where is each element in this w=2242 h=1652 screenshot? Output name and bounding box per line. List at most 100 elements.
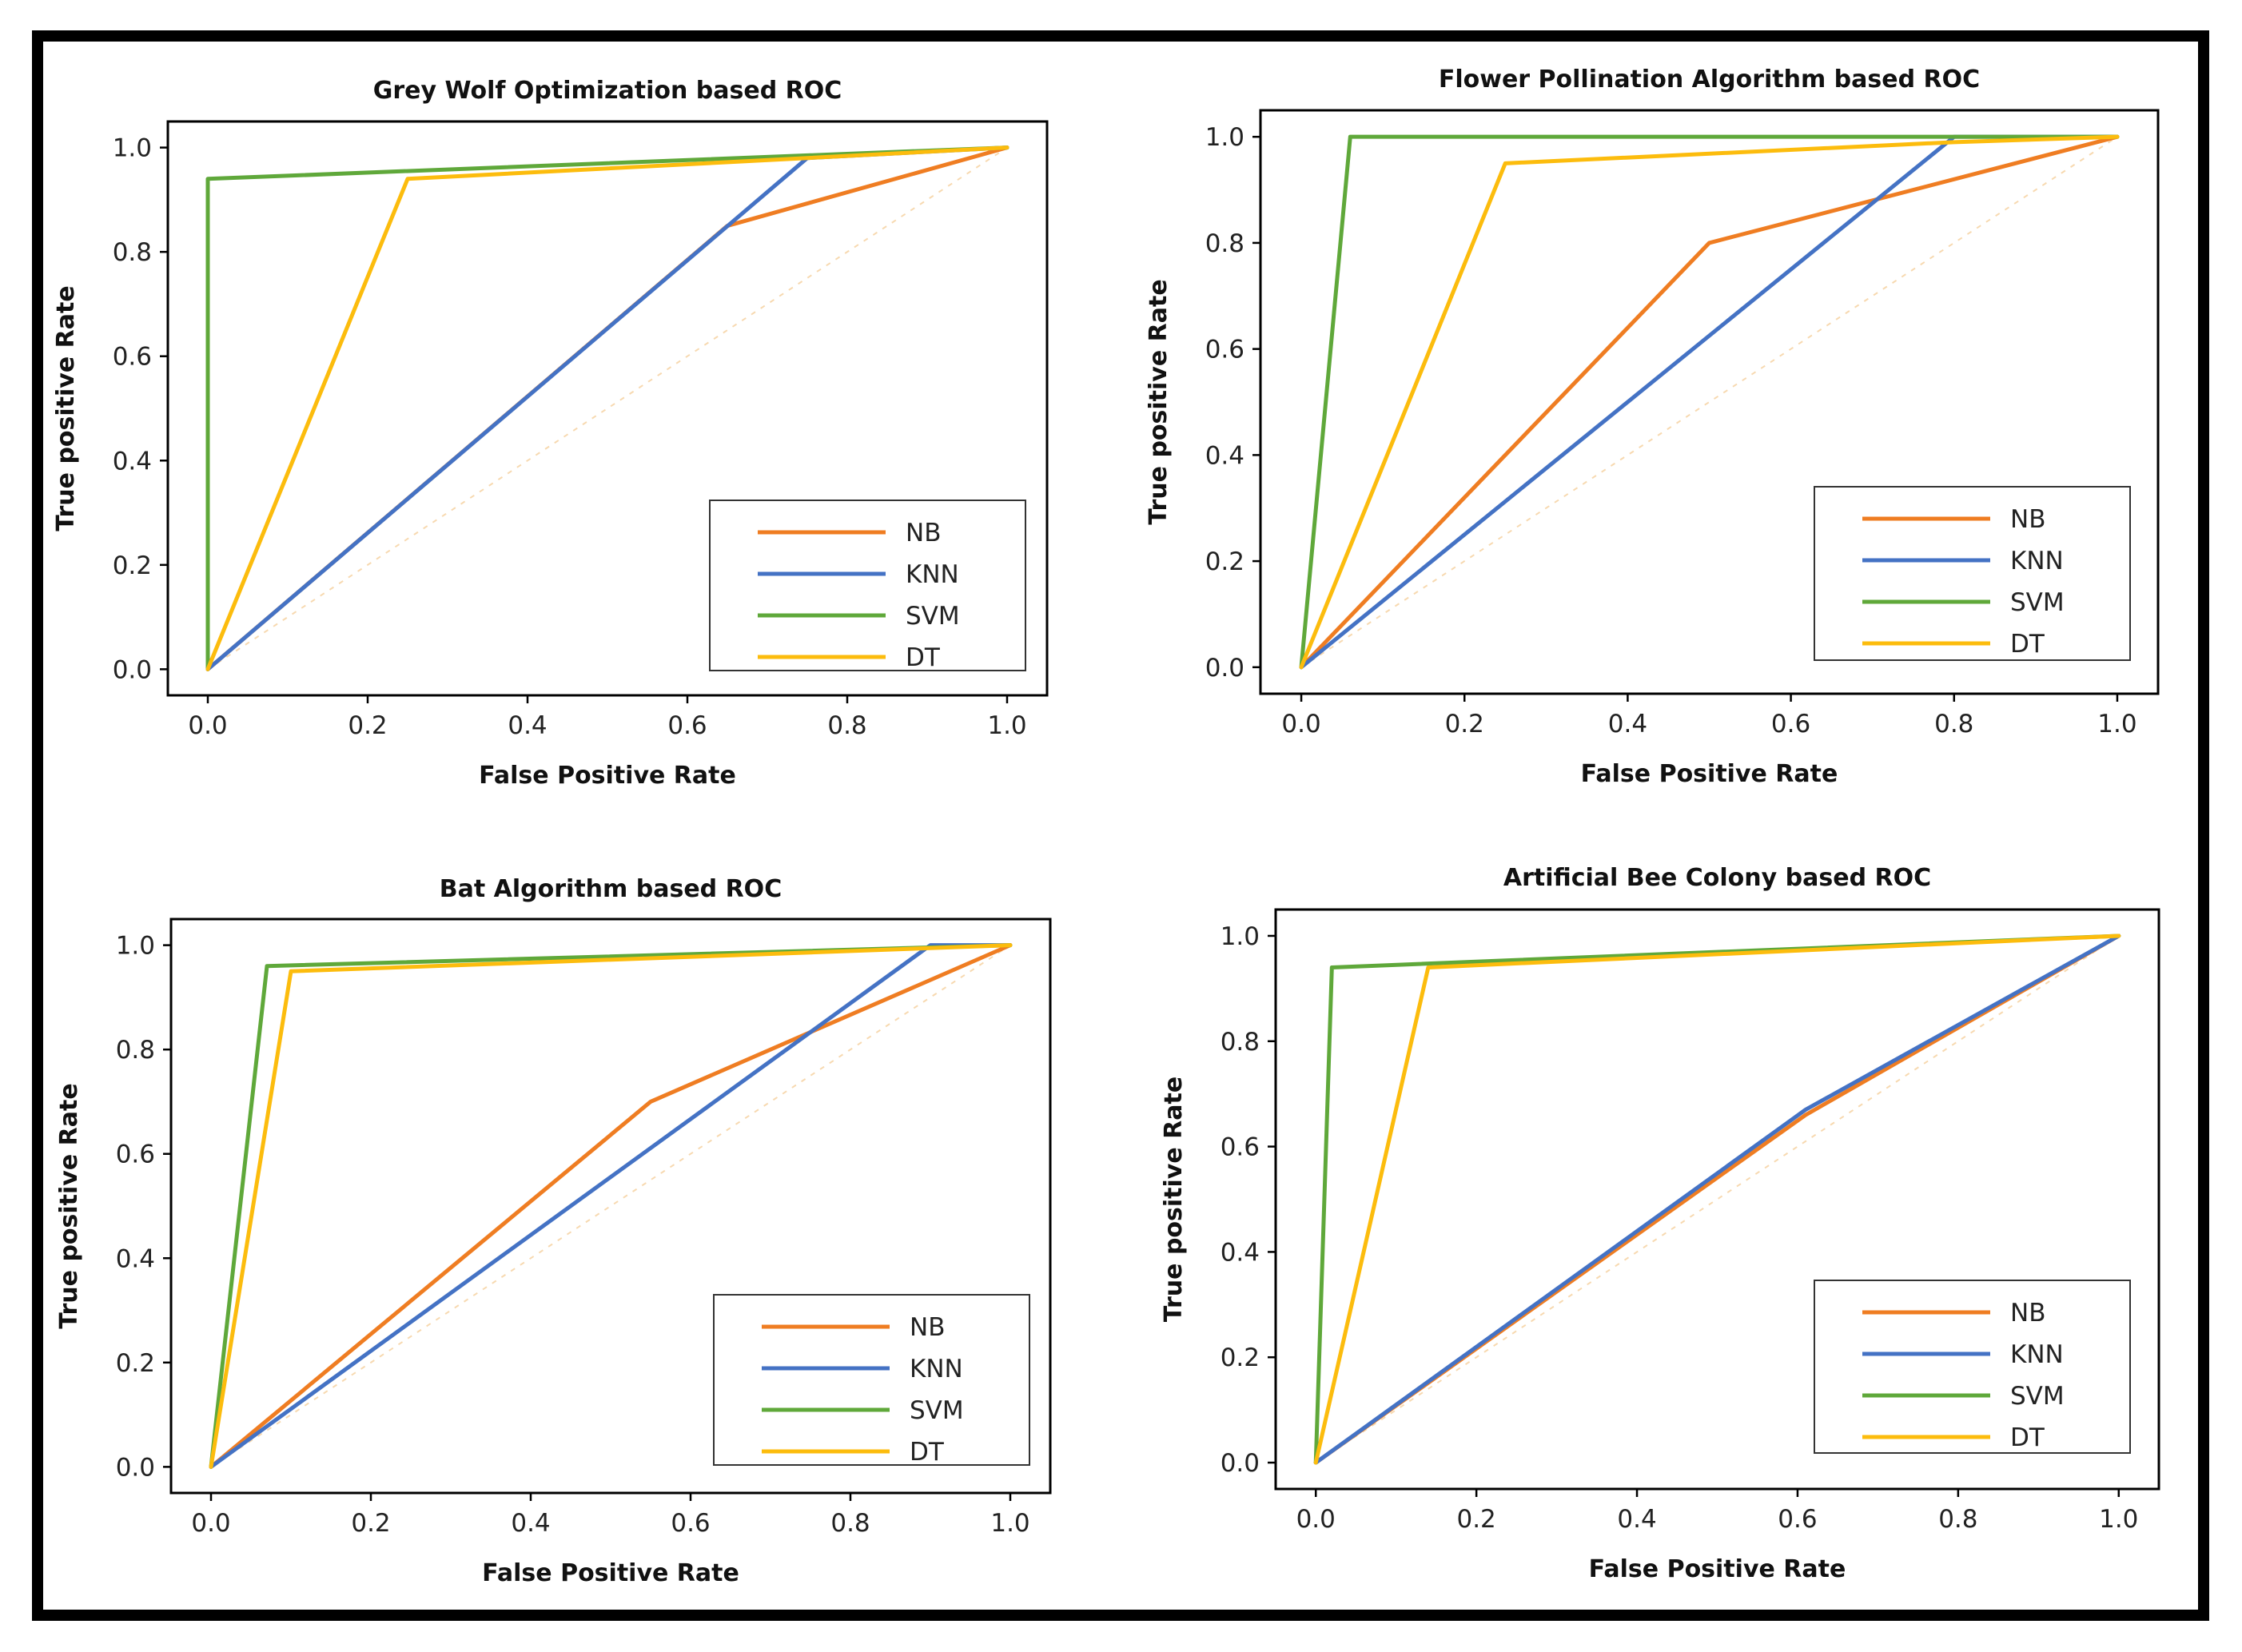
y-tick-label: 1.0 xyxy=(1205,123,1244,152)
roc-panel-2: Flower Pollination Algorithm based ROC 0.… xyxy=(1145,66,2160,788)
series-line-dt xyxy=(1299,134,2120,670)
x-tick-label: 0.6 xyxy=(1771,710,1810,738)
y-tick-label: 0.8 xyxy=(116,1036,155,1065)
x-tick-label: 1.0 xyxy=(2099,1505,2138,1534)
x-tick-label: 0.4 xyxy=(1617,1505,1656,1534)
legend-label-dt: DT xyxy=(2010,1423,2045,1452)
series-line-nb xyxy=(1299,134,2120,670)
y-axis-label: True positive Rate xyxy=(1160,1077,1188,1322)
y-tick-label: 0.2 xyxy=(116,1349,155,1378)
x-tick-label: 0.6 xyxy=(1778,1505,1817,1534)
y-tick-label: 0.6 xyxy=(1205,336,1244,364)
x-tick-label: 0.0 xyxy=(1296,1505,1336,1534)
plot-area xyxy=(1274,908,2160,1491)
x-axis-label: False Positive Rate xyxy=(1581,760,1838,788)
legend-label-nb: NB xyxy=(910,1313,945,1342)
roc-panel-1: Grey Wolf Optimization based ROC 0.0 0.2 0.… xyxy=(52,77,1049,790)
x-tick-label: 1.0 xyxy=(990,1509,1029,1538)
plot-area xyxy=(1259,109,2160,695)
x-axis-label: False Positive Rate xyxy=(1589,1555,1846,1583)
legend: NB KNN SVM DT xyxy=(709,500,1026,672)
x-tick-label: 0.8 xyxy=(1934,710,1973,738)
series-line-nb xyxy=(209,943,1013,1469)
series-line-knn xyxy=(1313,933,2121,1465)
x-tick-label: 0.2 xyxy=(351,1509,390,1538)
x-tick-label: 0.4 xyxy=(508,711,547,740)
series-line-svm xyxy=(209,943,1013,1469)
series-line-svm xyxy=(205,145,1009,671)
chart-title: Bat Algorithm based ROC xyxy=(440,875,782,903)
legend-label-knn: KNN xyxy=(2010,547,2064,575)
legend-box xyxy=(1814,1280,2131,1454)
series-line-dt xyxy=(205,145,1009,671)
series-line-dt xyxy=(1313,933,2121,1465)
y-tick-label: 0.8 xyxy=(1221,1028,1260,1057)
x-tick-label: 0.0 xyxy=(1281,710,1320,738)
diagonal-reference-line xyxy=(210,944,1011,1468)
legend-label-nb: NB xyxy=(906,519,941,547)
y-tick-label: 0.2 xyxy=(1205,547,1244,576)
y-tick-label: 0.2 xyxy=(113,551,152,580)
x-tick-label: 0.8 xyxy=(830,1509,870,1538)
y-tick-label: 0.6 xyxy=(116,1140,155,1169)
x-tick-label: 0.6 xyxy=(667,711,707,740)
legend-label-nb: NB xyxy=(2010,1299,2045,1328)
x-tick-label: 1.0 xyxy=(987,711,1026,740)
y-tick-label: 0.8 xyxy=(1205,229,1244,258)
x-tick-label: 0.4 xyxy=(1608,710,1647,738)
diagonal-reference-line xyxy=(207,146,1008,671)
y-axis-label: True positive Rate xyxy=(1145,279,1173,524)
y-tick-label: 0.4 xyxy=(113,447,152,476)
y-tick-label: 0.6 xyxy=(113,343,152,372)
chart-title: Flower Pollination Algorithm based ROC xyxy=(1439,66,1980,94)
y-tick-label: 1.0 xyxy=(116,932,155,961)
series-line-svm xyxy=(1299,134,2120,670)
y-tick-label: 0.0 xyxy=(113,655,152,684)
legend-label-svm: SVM xyxy=(2010,1382,2065,1411)
x-tick-label: 0.2 xyxy=(1445,710,1484,738)
x-tick-label: 0.0 xyxy=(188,711,227,740)
y-tick-label: 0.6 xyxy=(1221,1133,1260,1162)
roc-panel-4: Artificial Bee Colony based ROC 0.0 0.2 0.4… xyxy=(1160,864,2160,1583)
x-tick-label: 0.2 xyxy=(1456,1505,1495,1534)
legend-box xyxy=(1814,486,2131,661)
legend: NB KNN SVM DT xyxy=(713,1294,1030,1467)
y-tick-label: 0.0 xyxy=(116,1453,155,1482)
legend-label-dt: DT xyxy=(906,643,941,672)
y-tick-label: 0.4 xyxy=(1221,1238,1260,1267)
legend-label-svm: SVM xyxy=(906,602,960,631)
y-axis-label: True positive Rate xyxy=(52,285,80,531)
figure-frame xyxy=(32,30,2209,1621)
roc-panel-3: Bat Algorithm based ROC 0.0 0.2 0.4 0.6 0.8 1.… xyxy=(55,875,1052,1587)
x-tick-label: 0.0 xyxy=(191,1509,230,1538)
x-tick-label: 0.8 xyxy=(1938,1505,1977,1534)
y-tick-label: 0.0 xyxy=(1221,1449,1260,1478)
x-tick-label: 0.2 xyxy=(348,711,387,740)
legend-label-svm: SVM xyxy=(910,1396,964,1425)
y-tick-label: 0.4 xyxy=(1205,441,1244,470)
legend: NB KNN SVM DT xyxy=(1814,1280,2131,1454)
plot-area xyxy=(169,918,1052,1495)
legend-label-knn: KNN xyxy=(2010,1340,2064,1369)
y-tick-label: 0.2 xyxy=(1221,1343,1260,1372)
y-tick-label: 0.4 xyxy=(116,1244,155,1273)
legend-label-dt: DT xyxy=(910,1438,945,1467)
legend-label-knn: KNN xyxy=(906,560,959,589)
x-axis-label: False Positive Rate xyxy=(482,1559,739,1587)
plot-area xyxy=(166,120,1049,697)
diagonal-reference-line xyxy=(1315,935,2120,1463)
y-tick-label: 0.0 xyxy=(1205,654,1244,683)
legend-label-dt: DT xyxy=(2010,630,2045,659)
x-axis-label: False Positive Rate xyxy=(479,762,736,790)
y-tick-label: 0.8 xyxy=(113,238,152,267)
x-tick-label: 0.6 xyxy=(671,1509,710,1538)
legend-label-nb: NB xyxy=(2010,505,2045,534)
y-tick-label: 1.0 xyxy=(1221,922,1260,951)
series-line-dt xyxy=(209,943,1013,1469)
legend-label-svm: SVM xyxy=(2010,588,2065,617)
chart-title: Artificial Bee Colony based ROC xyxy=(1503,864,1931,892)
legend: NB KNN SVM DT xyxy=(1814,486,2131,661)
chart-title: Grey Wolf Optimization based ROC xyxy=(373,77,842,105)
y-axis-label: True positive Rate xyxy=(55,1083,83,1328)
